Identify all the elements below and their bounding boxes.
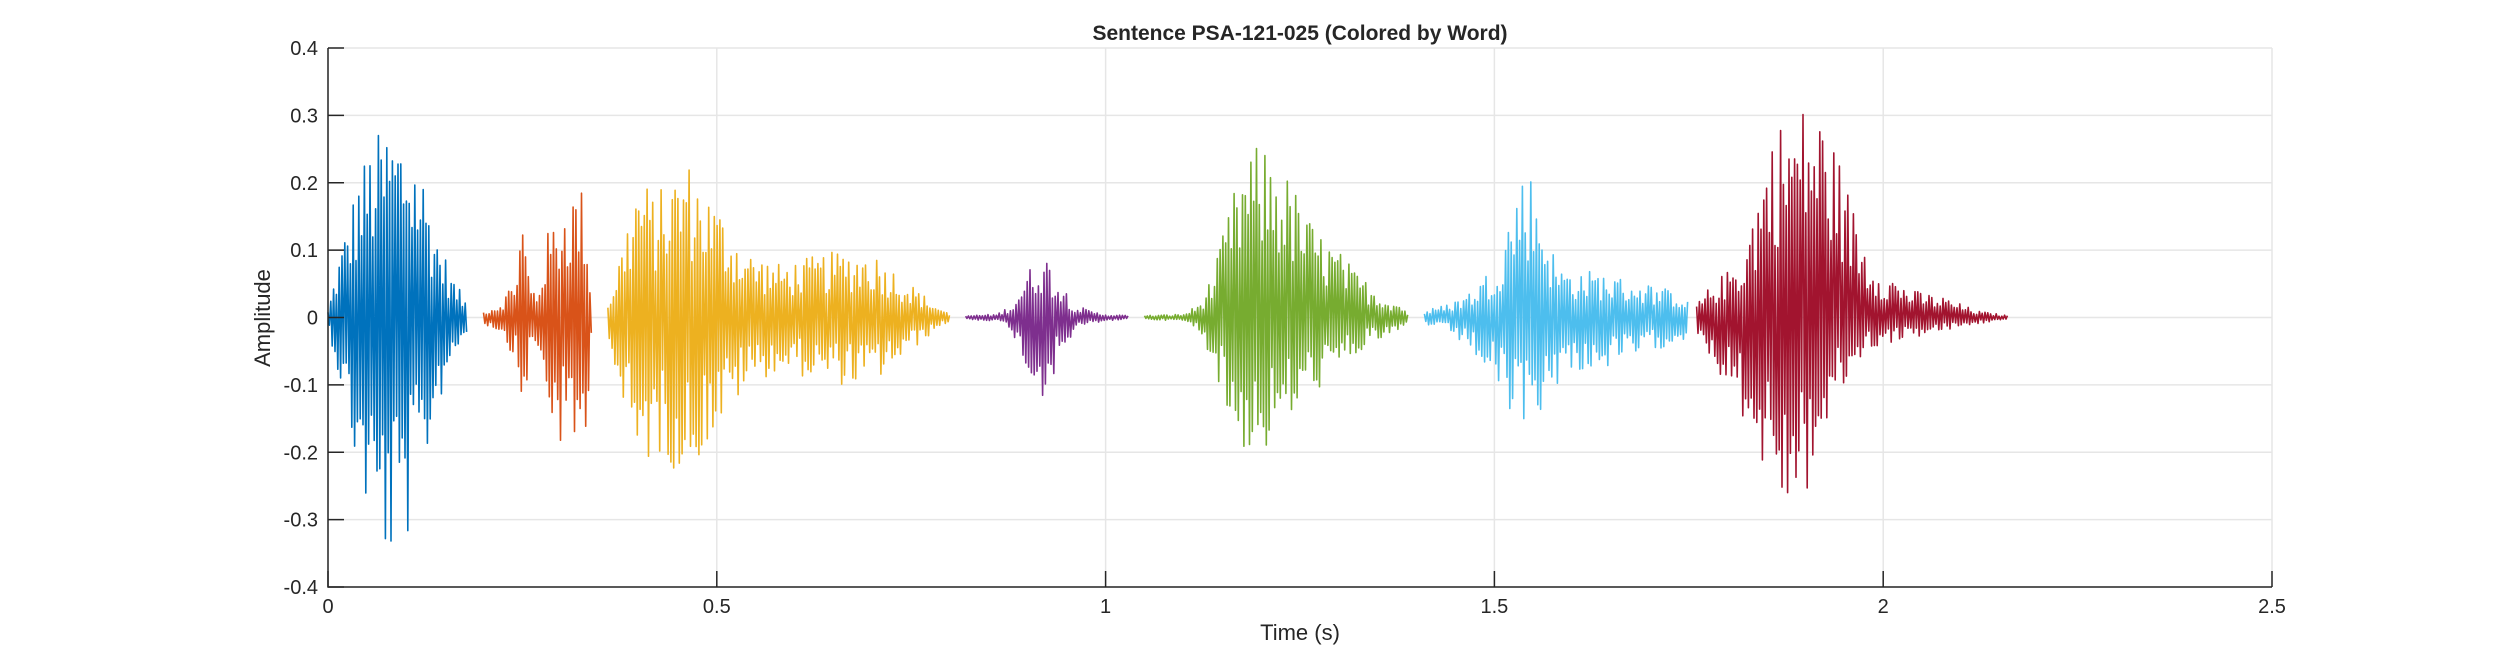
y-tick-label: 0.1 (290, 240, 318, 262)
x-tick-label: 2.5 (2258, 596, 2286, 618)
waveform-word-1 (327, 134, 468, 542)
y-axis-label: Amplitude (250, 269, 275, 367)
x-axis-label: Time (s) (1260, 620, 1340, 645)
x-tick-label: 0.5 (703, 596, 731, 618)
x-tick-label: 1.5 (1480, 596, 1508, 618)
waveform-word-7 (1695, 113, 2009, 494)
axes (327, 47, 2273, 588)
waveform-word-2 (482, 192, 593, 441)
x-tick-label: 0 (322, 596, 333, 618)
y-tick-label: -0.2 (284, 442, 318, 464)
y-tick-label: 0.3 (290, 105, 318, 127)
waveform-word-3 (607, 169, 951, 469)
y-tick-label: 0.4 (290, 38, 318, 60)
y-tick-label: -0.1 (284, 375, 318, 397)
x-tick-label: 2 (1878, 596, 1889, 618)
chart-title: Sentence PSA-121-025 (Colored by Word) (1092, 22, 1507, 45)
y-tick-label: 0.2 (290, 173, 318, 195)
x-tick-label: 1 (1100, 596, 1111, 618)
y-tick-label: -0.4 (284, 577, 318, 599)
x-tick-labels: 0 0.5 1 1.5 2 2.5 (322, 596, 2285, 618)
waveform-word-4 (964, 262, 1129, 397)
y-tick-labels: -0.4 -0.3 -0.2 -0.1 0 0.1 0.2 0.3 0.4 (284, 38, 318, 599)
waveform-series (327, 113, 2009, 542)
y-tick-label: 0 (307, 308, 318, 330)
waveform-word-6 (1423, 181, 1689, 420)
y-tick-label: -0.3 (284, 510, 318, 532)
waveform-word-5 (1143, 147, 1409, 447)
